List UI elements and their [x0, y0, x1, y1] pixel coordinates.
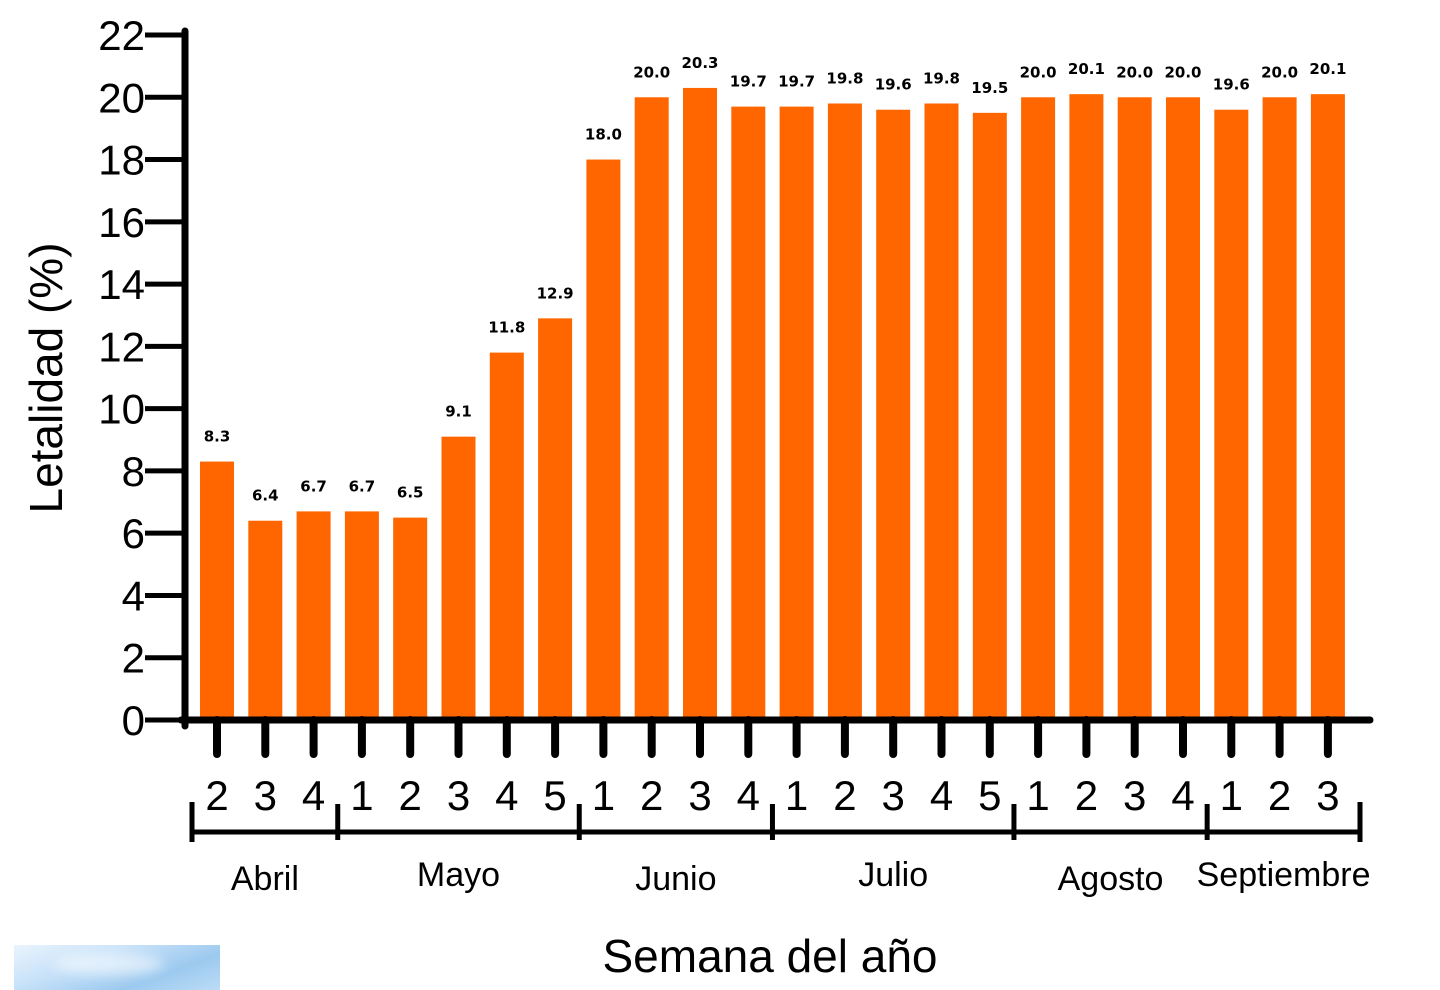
- bar: [1310, 94, 1345, 721]
- month-group-label: Septiembre: [1197, 856, 1371, 894]
- x-tick-label: 1: [1026, 772, 1049, 819]
- bar-value-label: 20.0: [633, 63, 670, 81]
- bar-value-label: 18.0: [585, 126, 622, 144]
- bar-value-label: 19.8: [826, 70, 863, 88]
- bar-value-label: 6.4: [252, 487, 279, 505]
- bar-value-label: 11.8: [488, 319, 525, 337]
- bar: [586, 159, 621, 720]
- month-group-label: Abril: [231, 860, 299, 898]
- x-tick-label: 3: [688, 772, 711, 819]
- bar: [344, 511, 379, 720]
- x-tick-label: 1: [592, 772, 615, 819]
- bar-value-label: 9.1: [445, 403, 472, 421]
- bar: [441, 436, 476, 720]
- x-tick-label: 1: [350, 772, 373, 819]
- bar: [393, 517, 428, 720]
- month-group-label: Julio: [858, 856, 928, 894]
- bar: [634, 97, 669, 721]
- bar-value-label: 20.1: [1309, 60, 1346, 78]
- bar-value-label: 19.6: [1213, 76, 1250, 94]
- bar: [972, 112, 1007, 720]
- x-tick-label: 1: [1220, 772, 1243, 819]
- bar: [1166, 97, 1200, 721]
- x-tick-label: 4: [302, 772, 325, 819]
- x-tick-label: 3: [447, 772, 470, 819]
- y-axis: 0 2 4 6 8 10 12 14 16 18 20 22: [98, 12, 189, 744]
- x-tick-label: 2: [205, 772, 228, 819]
- y-tick-label: 8: [122, 448, 145, 495]
- bar: [1021, 97, 1056, 721]
- x-tick-label: 2: [1268, 772, 1291, 819]
- x-tick-label: 4: [1171, 772, 1194, 819]
- y-tick-label: 22: [98, 12, 145, 59]
- bar-value-label: 8.3: [204, 428, 231, 446]
- x-tick-label: 3: [1123, 772, 1146, 819]
- bar: [489, 352, 524, 720]
- y-tick-label: 12: [98, 323, 145, 370]
- x-tick-label: 4: [930, 772, 953, 819]
- x-tick-label: 2: [833, 772, 856, 819]
- y-axis-title: Letalidad (%): [20, 242, 72, 513]
- bar: [1117, 97, 1152, 721]
- y-tick-label: 4: [122, 572, 145, 619]
- bar-value-label: 20.0: [1261, 63, 1298, 81]
- y-tick-label: 6: [122, 510, 145, 557]
- bar: [876, 109, 911, 720]
- month-group-label: Mayo: [417, 856, 500, 894]
- bar: [248, 520, 283, 720]
- bar-value-label: 6.5: [397, 484, 424, 502]
- bar: [1069, 94, 1104, 721]
- bar-value-label: 19.6: [875, 76, 912, 94]
- x-tick-label: 2: [640, 772, 663, 819]
- bar: [924, 103, 959, 720]
- y-tick-label: 16: [98, 199, 145, 246]
- x-tick-label: 3: [254, 772, 277, 819]
- bar: [827, 103, 862, 720]
- bar-value-label: 6.7: [349, 477, 376, 495]
- x-tick-label: 1: [785, 772, 808, 819]
- x-tick-label: 4: [737, 772, 760, 819]
- x-tick-label: 4: [495, 772, 518, 819]
- bar-value-label: 19.7: [778, 73, 815, 91]
- x-tick-label: 2: [399, 772, 422, 819]
- bar: [200, 461, 234, 720]
- value-labels-layer: 8.3 6.4 6.7 6.7 6.5 9.1 11.8 12.9 18.0 20.0 20.3 19…: [204, 54, 1347, 505]
- bar-value-label: 19.5: [971, 79, 1008, 97]
- bar-value-label: 19.8: [923, 70, 960, 88]
- month-group-label: Junio: [635, 860, 716, 898]
- sky-thumbnail-image: [14, 945, 220, 990]
- bar: [779, 106, 814, 720]
- month-group-label: Agosto: [1058, 860, 1164, 898]
- bar-value-label: 20.0: [1020, 63, 1057, 81]
- x-tick-label: 3: [1316, 772, 1339, 819]
- bars-layer: [200, 87, 1345, 721]
- bar-value-label: 20.0: [1116, 63, 1153, 81]
- bar-value-label: 12.9: [537, 284, 574, 302]
- bar-value-label: 19.7: [730, 73, 767, 91]
- x-tick-label: 5: [978, 772, 1001, 819]
- y-tick-label: 20: [98, 74, 145, 121]
- month-groups: Abril Mayo Junio Julio Agosto Septiembre: [189, 802, 1371, 898]
- bar: [1262, 97, 1297, 721]
- bar-value-label: 20.0: [1164, 63, 1201, 81]
- y-tick-label: 2: [122, 635, 145, 682]
- x-tick-label: 2: [1075, 772, 1098, 819]
- bar-value-label: 20.3: [681, 54, 718, 72]
- bar: [296, 511, 331, 720]
- bar: [731, 106, 766, 720]
- y-tick-label: 18: [98, 137, 145, 184]
- x-axis-title: Semana del año: [602, 930, 937, 982]
- bar: [683, 87, 717, 720]
- bar: [1214, 109, 1249, 720]
- y-tick-label: 14: [98, 261, 145, 308]
- bar-value-label: 6.7: [300, 477, 327, 495]
- x-tick-label: 3: [882, 772, 905, 819]
- bar-value-label: 20.1: [1068, 60, 1105, 78]
- bar: [538, 318, 573, 720]
- y-tick-label: 0: [122, 697, 145, 744]
- x-tick-label: 5: [543, 772, 566, 819]
- y-tick-label: 10: [98, 386, 145, 433]
